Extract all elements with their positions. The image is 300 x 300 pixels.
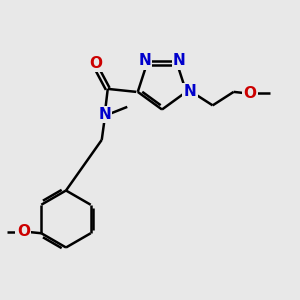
Text: N: N [98,107,111,122]
Text: O: O [89,56,102,71]
Text: O: O [17,224,30,239]
Text: N: N [173,53,186,68]
Text: N: N [138,53,151,68]
Text: O: O [244,86,257,101]
Text: N: N [184,84,196,99]
